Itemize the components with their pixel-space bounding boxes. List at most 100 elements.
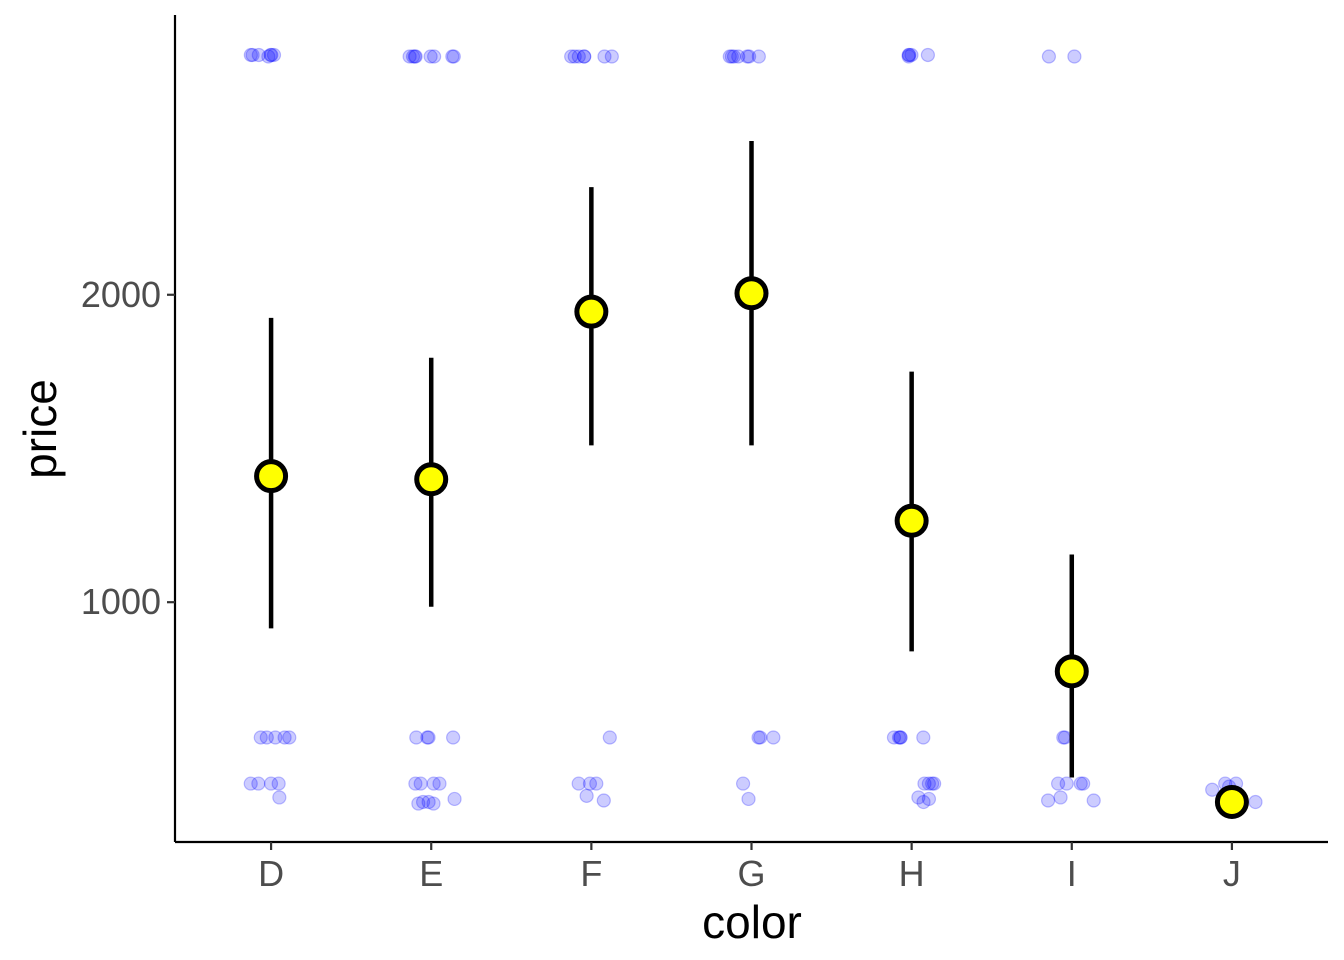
raw-point (426, 776, 441, 791)
x-tick-label: H (899, 853, 925, 894)
raw-point (596, 793, 611, 808)
mean-point (734, 276, 769, 311)
raw-point (253, 730, 268, 745)
raw-point (735, 776, 751, 791)
raw-point (446, 49, 461, 64)
raw-point (589, 776, 604, 791)
raw-point (766, 730, 781, 745)
raw-point (408, 49, 423, 64)
raw-point (751, 49, 766, 64)
raw-point (243, 47, 258, 63)
raw-point (1086, 793, 1101, 808)
mean-point (414, 462, 449, 497)
raw-point (916, 730, 931, 745)
raw-point (740, 49, 755, 64)
raw-point (597, 49, 612, 64)
raw-point (571, 49, 586, 64)
raw-point (266, 47, 282, 63)
raw-point (577, 49, 592, 64)
raw-point (264, 47, 279, 63)
raw-point (577, 49, 592, 64)
raw-point (415, 794, 431, 810)
raw-point (421, 730, 436, 745)
mean-point (1054, 654, 1089, 689)
raw-point (271, 776, 286, 791)
raw-point (427, 49, 442, 64)
raw-point (1248, 794, 1263, 810)
raw-point (411, 796, 426, 811)
raw-point (245, 47, 260, 63)
raw-point (402, 49, 417, 64)
x-tick-label: F (580, 853, 602, 894)
mean-point (1214, 785, 1249, 820)
x-axis-title: color (702, 896, 802, 948)
raw-point (407, 49, 422, 64)
raw-point (602, 730, 617, 745)
raw-point (421, 794, 436, 810)
raw-point (251, 776, 266, 791)
raw-point (432, 776, 447, 791)
raw-point (921, 791, 937, 807)
raw-point (445, 49, 460, 64)
raw-point (413, 776, 428, 791)
y-tick-label: 2000 (81, 274, 161, 315)
raw-point (742, 49, 757, 64)
mean-point (254, 459, 289, 494)
x-tick-label: I (1067, 853, 1077, 894)
x-tick-label: G (737, 853, 765, 894)
raw-point (741, 791, 756, 807)
x-tick-label: J (1223, 853, 1241, 894)
raw-point (1205, 782, 1220, 797)
raw-point (268, 730, 283, 745)
raw-point (911, 790, 926, 805)
x-axis-ticks: D E F G H I J (258, 842, 1241, 894)
raw-point (571, 776, 586, 791)
y-axis-title: price (14, 379, 66, 479)
raw-point (925, 776, 940, 791)
raw-point (446, 730, 461, 745)
raw-point (722, 49, 737, 64)
raw-point (564, 49, 579, 64)
raw-point (261, 49, 276, 64)
raw-point (901, 47, 916, 63)
raw-point (263, 47, 278, 63)
raw-point (1076, 776, 1091, 791)
raw-point (582, 776, 598, 791)
raw-point (1057, 730, 1073, 745)
raw-point (604, 49, 619, 64)
raw-point (243, 776, 258, 791)
raw-point (1040, 793, 1056, 808)
raw-point (263, 776, 279, 791)
summary-layer (254, 141, 1249, 820)
mean-point (894, 503, 929, 538)
raw-point (891, 730, 907, 745)
x-tick-label: E (419, 853, 443, 894)
raw-point (579, 788, 594, 803)
raw-point (277, 730, 292, 745)
raw-point (1050, 776, 1066, 791)
raw-point (902, 47, 917, 63)
raw-point (259, 730, 274, 745)
raw-point (920, 47, 935, 63)
y-tick-label: 1000 (81, 581, 161, 622)
raw-point (893, 730, 908, 745)
raw-point (886, 730, 902, 745)
raw-point (272, 790, 287, 805)
raw-point (1041, 49, 1057, 64)
raw-point (251, 47, 266, 63)
raw-point (731, 49, 746, 64)
y-axis-ticks: 1000 2000 (81, 274, 175, 622)
raw-point (447, 791, 462, 807)
raw-point (1067, 49, 1082, 64)
raw-point (426, 796, 441, 811)
mean-point (574, 294, 609, 329)
raw-point (420, 730, 435, 745)
raw-point (916, 794, 931, 810)
raw-point (901, 49, 916, 64)
raw-point (726, 49, 742, 64)
raw-point (893, 730, 908, 745)
raw-point (921, 776, 936, 791)
raw-point (409, 730, 424, 745)
raw-point (927, 776, 942, 791)
raw-point (1059, 776, 1074, 791)
